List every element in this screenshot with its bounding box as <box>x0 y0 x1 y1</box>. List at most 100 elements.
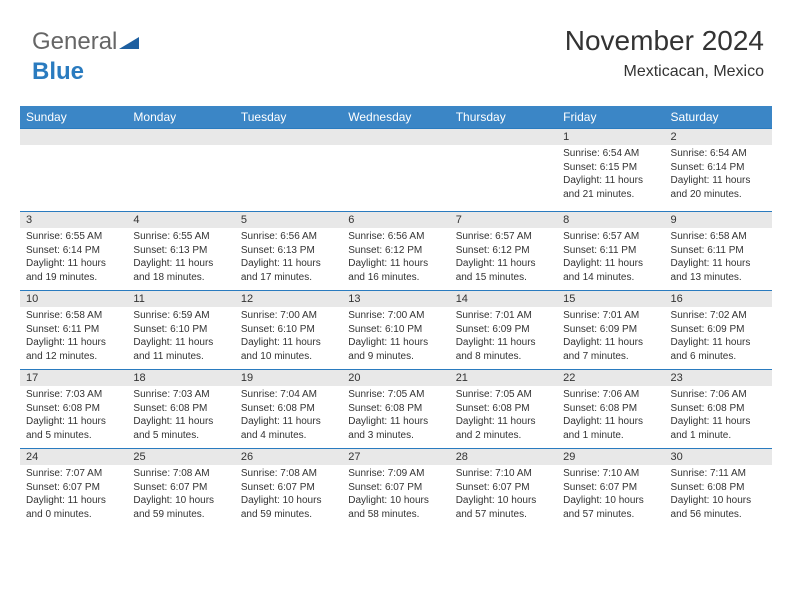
day-number: 26 <box>235 449 342 465</box>
day-info-line: and 20 minutes. <box>671 188 766 202</box>
day-number: 9 <box>665 212 772 228</box>
day-info-line: Daylight: 11 hours <box>26 494 121 508</box>
day-info-line: Sunset: 6:11 PM <box>26 323 121 337</box>
day-info-line: Sunset: 6:08 PM <box>133 402 228 416</box>
day-info-line: Sunset: 6:07 PM <box>563 481 658 495</box>
day-number: 4 <box>127 212 234 228</box>
day-info-line: and 57 minutes. <box>456 508 551 522</box>
day-number: 12 <box>235 291 342 307</box>
day-info-line: Daylight: 11 hours <box>241 336 336 350</box>
day-info-line: Daylight: 11 hours <box>671 257 766 271</box>
day-info-line: and 11 minutes. <box>133 350 228 364</box>
day-info-line: Sunset: 6:11 PM <box>671 244 766 258</box>
day-cell: Sunrise: 7:07 AMSunset: 6:07 PMDaylight:… <box>20 465 127 527</box>
day-cell: Sunrise: 6:56 AMSunset: 6:13 PMDaylight:… <box>235 228 342 290</box>
week-row: Sunrise: 6:54 AMSunset: 6:15 PMDaylight:… <box>20 145 772 211</box>
day-cell: Sunrise: 6:56 AMSunset: 6:12 PMDaylight:… <box>342 228 449 290</box>
day-info-line: Daylight: 11 hours <box>133 415 228 429</box>
location-label: Mexticacan, Mexico <box>565 63 764 81</box>
day-info-line: and 5 minutes. <box>133 429 228 443</box>
day-cell <box>20 145 127 211</box>
day-info-line: and 59 minutes. <box>133 508 228 522</box>
day-info-line: Sunrise: 7:02 AM <box>671 309 766 323</box>
day-number: 20 <box>342 370 449 386</box>
page-title: November 2024 <box>565 25 764 57</box>
day-number: 5 <box>235 212 342 228</box>
day-cell: Sunrise: 7:06 AMSunset: 6:08 PMDaylight:… <box>557 386 664 448</box>
day-info-line: and 2 minutes. <box>456 429 551 443</box>
day-info-line: Sunrise: 6:56 AM <box>348 230 443 244</box>
day-info-line: and 21 minutes. <box>563 188 658 202</box>
day-info-line: Daylight: 11 hours <box>133 257 228 271</box>
day-cell: Sunrise: 7:05 AMSunset: 6:08 PMDaylight:… <box>450 386 557 448</box>
day-info-line: and 0 minutes. <box>26 508 121 522</box>
day-info-line: Sunrise: 6:58 AM <box>671 230 766 244</box>
day-info-line: Daylight: 10 hours <box>671 494 766 508</box>
day-info-line: and 56 minutes. <box>671 508 766 522</box>
day-info-line: Sunset: 6:08 PM <box>671 481 766 495</box>
day-cell: Sunrise: 6:55 AMSunset: 6:14 PMDaylight:… <box>20 228 127 290</box>
day-info-line: Daylight: 11 hours <box>348 415 443 429</box>
day-number: 1 <box>557 129 664 145</box>
day-cell: Sunrise: 6:58 AMSunset: 6:11 PMDaylight:… <box>665 228 772 290</box>
weekday-header: Saturday <box>665 106 772 128</box>
day-info-line: Daylight: 10 hours <box>241 494 336 508</box>
calendar-grid: SundayMondayTuesdayWednesdayThursdayFrid… <box>20 106 772 527</box>
day-info-line: Sunrise: 6:57 AM <box>456 230 551 244</box>
day-cell: Sunrise: 6:55 AMSunset: 6:13 PMDaylight:… <box>127 228 234 290</box>
weekday-header: Thursday <box>450 106 557 128</box>
day-info-line: Sunset: 6:08 PM <box>26 402 121 416</box>
day-info-line: Sunset: 6:07 PM <box>241 481 336 495</box>
day-info-line: Sunrise: 7:00 AM <box>241 309 336 323</box>
day-info-line: and 10 minutes. <box>241 350 336 364</box>
day-info-line: Sunrise: 7:09 AM <box>348 467 443 481</box>
day-cell: Sunrise: 7:04 AMSunset: 6:08 PMDaylight:… <box>235 386 342 448</box>
week-number-band: 24252627282930 <box>20 448 772 465</box>
day-info-line: Daylight: 11 hours <box>671 174 766 188</box>
day-number: 14 <box>450 291 557 307</box>
day-info-line: and 3 minutes. <box>348 429 443 443</box>
day-info-line: and 13 minutes. <box>671 271 766 285</box>
day-info-line: Sunset: 6:14 PM <box>671 161 766 175</box>
day-number: 8 <box>557 212 664 228</box>
day-info-line: and 4 minutes. <box>241 429 336 443</box>
day-cell: Sunrise: 7:00 AMSunset: 6:10 PMDaylight:… <box>342 307 449 369</box>
day-info-line: and 6 minutes. <box>671 350 766 364</box>
day-info-line: Sunrise: 7:05 AM <box>456 388 551 402</box>
brand-part2: Blue <box>32 58 84 85</box>
week-row: Sunrise: 7:03 AMSunset: 6:08 PMDaylight:… <box>20 386 772 448</box>
day-info-line: Sunrise: 6:55 AM <box>133 230 228 244</box>
day-cell: Sunrise: 7:08 AMSunset: 6:07 PMDaylight:… <box>235 465 342 527</box>
day-number <box>450 129 557 145</box>
day-info-line: Sunrise: 7:04 AM <box>241 388 336 402</box>
day-info-line: and 8 minutes. <box>456 350 551 364</box>
day-info-line: and 14 minutes. <box>563 271 658 285</box>
day-info-line: Daylight: 11 hours <box>133 336 228 350</box>
day-number: 13 <box>342 291 449 307</box>
day-info-line: and 58 minutes. <box>348 508 443 522</box>
day-info-line: Sunset: 6:07 PM <box>133 481 228 495</box>
day-info-line: Sunrise: 6:59 AM <box>133 309 228 323</box>
day-cell: Sunrise: 7:00 AMSunset: 6:10 PMDaylight:… <box>235 307 342 369</box>
day-info-line: Sunset: 6:15 PM <box>563 161 658 175</box>
day-number: 3 <box>20 212 127 228</box>
day-cell: Sunrise: 6:58 AMSunset: 6:11 PMDaylight:… <box>20 307 127 369</box>
day-number: 23 <box>665 370 772 386</box>
day-info-line: and 18 minutes. <box>133 271 228 285</box>
day-info-line: Sunrise: 7:03 AM <box>133 388 228 402</box>
day-number: 16 <box>665 291 772 307</box>
day-info-line: Sunset: 6:10 PM <box>241 323 336 337</box>
day-info-line: Sunset: 6:13 PM <box>133 244 228 258</box>
day-number: 27 <box>342 449 449 465</box>
day-info-line: and 57 minutes. <box>563 508 658 522</box>
day-info-line: Daylight: 11 hours <box>671 415 766 429</box>
day-info-line: Sunset: 6:07 PM <box>456 481 551 495</box>
day-info-line: Daylight: 11 hours <box>563 257 658 271</box>
week-number-band: 10111213141516 <box>20 290 772 307</box>
day-info-line: Sunset: 6:08 PM <box>671 402 766 416</box>
day-info-line: and 1 minute. <box>563 429 658 443</box>
day-number: 29 <box>557 449 664 465</box>
brand-logo: General Blue <box>32 28 141 86</box>
day-info-line: Sunrise: 7:10 AM <box>563 467 658 481</box>
day-cell: Sunrise: 7:03 AMSunset: 6:08 PMDaylight:… <box>20 386 127 448</box>
